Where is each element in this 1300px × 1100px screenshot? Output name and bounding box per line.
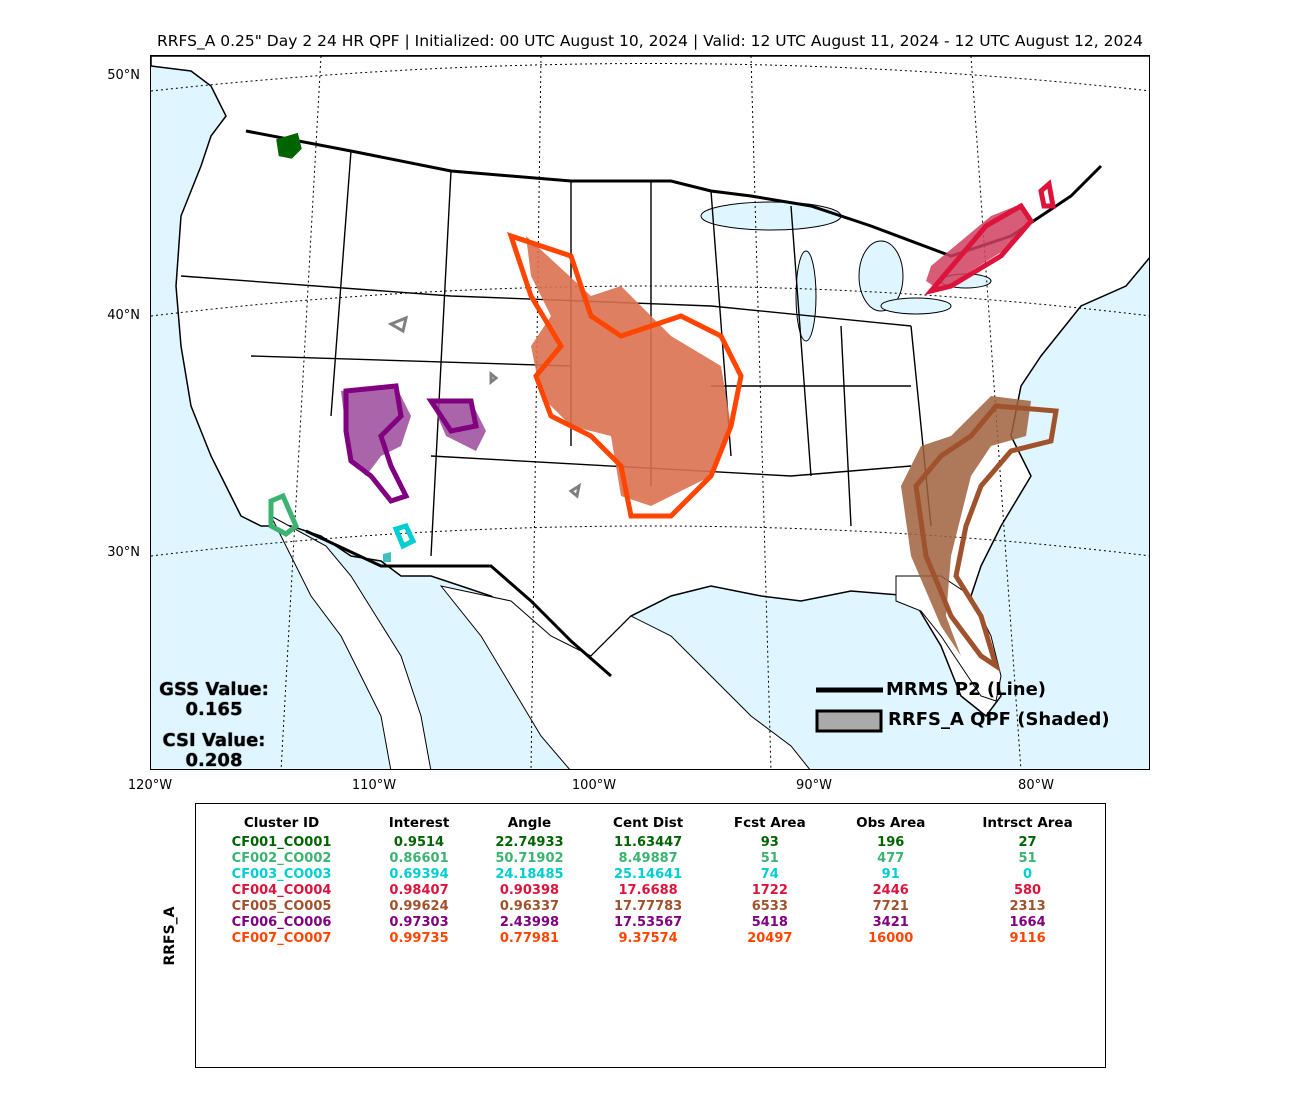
header-cluster-id: Cluster ID [243,815,320,831]
lat-label-50: 50°N [107,68,140,83]
table-y-label: RRFS_A [162,906,178,966]
table-cell: 25.14641 [613,867,683,882]
cluster-cf001 [276,132,302,159]
table-cell: 91 [881,867,900,882]
cluster-cf006 [341,383,486,504]
table-cell: 20497 [747,931,793,946]
table-cell: 0.90398 [499,883,560,898]
unmatched-obs [387,315,582,499]
table-row: CF001_CO001 0.9514 22.74933 11.63447 93 196 27 [196,835,1105,851]
table-cell: 17.77783 [613,899,683,914]
table-cell: 17.53567 [613,915,683,930]
table-cell: CF007_CO007 [231,931,332,946]
lon-label-120: 120°W [127,778,173,793]
header-cent-dist: Cent Dist [613,815,684,831]
table-cell: 51 [1018,851,1037,866]
legend-shaded-swatch [815,709,883,733]
gss-label: GSS Value: [159,679,269,700]
table-cell: 0.98407 [389,883,449,898]
table-cell: CF002_CO002 [231,851,332,866]
cluster-cf004 [924,179,1056,296]
table-cell: 2446 [872,883,909,898]
header-obs-area: Obs Area [856,815,926,831]
header-interest: Interest [388,815,450,831]
table-cell: 196 [877,835,905,850]
table-row: CF006_CO006 0.97303 2.43998 17.53567 5418 342… [196,915,1105,931]
table-cell: 50.71902 [495,851,564,866]
table-cell: 3421 [872,915,909,930]
table-cell: 8.49887 [618,851,678,866]
table-cell: 0.96337 [499,899,560,914]
table-cell: 74 [760,867,779,882]
table-cell: 16000 [868,931,914,946]
legend-line-label: MRMS P2 (Line) [886,679,1047,700]
gss-value: 0.165 [185,699,243,720]
table-cell: 24.18485 [495,867,564,882]
table-header-row: Cluster ID Interest Angle Cent Dist Fcst… [196,814,1105,835]
table-cell: 0.69394 [389,867,449,882]
table-cell: 0.97303 [389,915,449,930]
table-cell: 0.86601 [389,851,449,866]
table-row: CF002_CO002 0.86601 50.71902 8.49887 51 477 51 [196,851,1105,867]
table-cell: CF003_CO003 [231,867,332,882]
table-cell: 2.43998 [499,915,560,930]
table-cell: 9116 [1009,931,1046,946]
table-cell: 7721 [872,899,909,914]
table-cell: 51 [760,851,779,866]
map-panel [150,55,1150,770]
cluster-cf003 [383,522,417,562]
cluster-stats-table: Cluster ID Interest Angle Cent Dist Fcst… [195,803,1106,1068]
table-cell: 9.37574 [618,931,678,946]
lake-huron [858,240,904,312]
table-cell: 17.6688 [618,883,678,898]
baja-california [269,514,432,769]
lake-michigan [795,250,817,342]
table-cell: 11.63447 [613,835,683,850]
table-cell: 1722 [751,883,788,898]
lon-label-100: 100°W [571,778,617,793]
table-cell: 580 [1013,883,1042,898]
lon-label-110: 110°W [351,778,397,793]
csi-value: 0.208 [185,750,243,771]
table-cell: 6533 [751,899,788,914]
lat-label-30: 30°N [107,545,140,560]
cluster-cf007 [507,232,744,519]
lon-label-80: 80°W [1018,778,1054,793]
header-fcst-area: Fcst Area [733,815,806,831]
table-cell: 27 [1018,835,1037,850]
table-cell: 5418 [751,915,788,930]
lake-erie [880,297,952,315]
conus-map [151,56,1149,769]
table-cell: 0.99735 [389,931,449,946]
mexico-border [305,529,612,678]
table-cell: 0 [1023,867,1033,882]
table-row: CF003_CO003 0.69394 24.18485 25.14641 74 91 0 [196,867,1105,883]
table-cell: 0.9514 [393,835,445,850]
table-cell: CF005_CO005 [231,899,332,914]
header-intrsct-area: Intrsct Area [982,815,1073,831]
table-cell: CF004_CO004 [231,883,332,898]
table-cell: 0.77981 [499,931,560,946]
lat-label-40: 40°N [107,308,140,323]
table-row: CF005_CO005 0.99624 0.96337 17.77783 6533 772… [196,899,1105,915]
table-row: CF007_CO007 0.99735 0.77981 9.37574 20497 160… [196,931,1105,947]
cluster-cf002 [268,492,300,537]
table-cell: 22.74933 [495,835,564,850]
table-cell: 93 [760,835,779,850]
cluster-cf005 [901,396,1059,672]
table-cell: 2313 [1009,899,1046,914]
legend-shaded-label: RRFS_A QPF (Shaded) [888,709,1110,730]
table-row: CF004_CO004 0.98407 0.90398 17.6688 1722 2446… [196,883,1105,899]
lake-superior [700,201,842,231]
table-cell: 1664 [1009,915,1046,930]
lon-label-90: 90°W [796,778,832,793]
chart-title: RRFS_A 0.25" Day 2 24 HR QPF | Initializ… [156,32,1144,50]
table-cell: 0.99624 [389,899,449,914]
table-cell: 477 [877,851,905,866]
header-angle: Angle [507,815,552,831]
table-cell: CF006_CO006 [231,915,332,930]
csi-label: CSI Value: [162,730,266,751]
table-cell: CF001_CO001 [231,835,332,850]
